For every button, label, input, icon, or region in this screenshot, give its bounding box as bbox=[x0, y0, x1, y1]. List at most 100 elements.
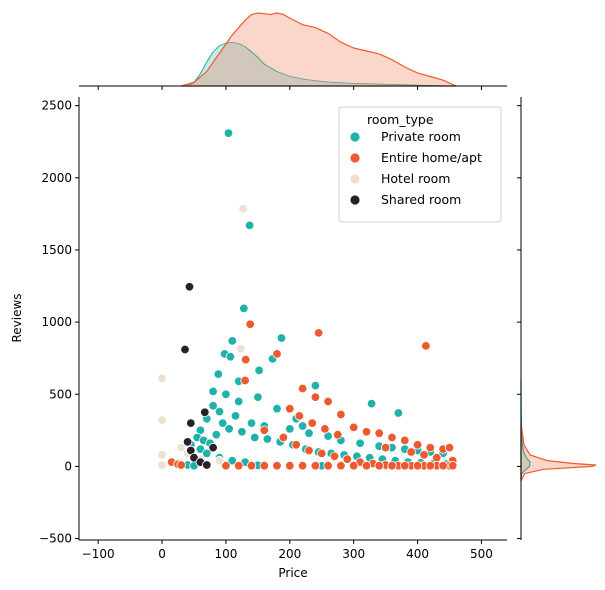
data-point bbox=[333, 430, 343, 440]
data-point bbox=[233, 396, 244, 407]
data-point bbox=[406, 447, 416, 457]
data-point bbox=[249, 432, 260, 443]
data-point bbox=[285, 424, 295, 434]
data-point bbox=[297, 421, 308, 431]
legend-frame bbox=[338, 106, 502, 223]
x-tick-label: 300 bbox=[342, 547, 365, 561]
data-point bbox=[272, 349, 282, 359]
data-point bbox=[244, 220, 255, 231]
data-point bbox=[444, 442, 455, 453]
data-point bbox=[221, 389, 231, 400]
y-tick-label: 2000 bbox=[41, 171, 72, 185]
y-tick-label: 500 bbox=[49, 387, 72, 401]
data-point bbox=[400, 461, 410, 471]
data-point bbox=[276, 333, 287, 343]
data-point bbox=[323, 396, 333, 407]
legend-label-hotel-room: Hotel room bbox=[381, 171, 450, 186]
data-point bbox=[320, 424, 330, 434]
legend-label-shared-room: Shared room bbox=[381, 192, 461, 207]
data-point bbox=[254, 365, 264, 376]
legend-marker-hotel-room bbox=[349, 173, 361, 185]
data-point bbox=[176, 442, 186, 453]
scatter-axes: −100 0 100 200 300 400 500 −500 0 500 1000 1500 200… bbox=[10, 97, 507, 580]
data-point bbox=[233, 461, 244, 471]
data-point bbox=[202, 448, 212, 459]
data-point bbox=[374, 461, 384, 471]
y-axis-ticks: −500 0 500 1000 1500 2000 2500 bbox=[39, 99, 79, 546]
legend: room_type Private room Entire home/apt Hot… bbox=[338, 106, 502, 223]
data-point bbox=[246, 461, 257, 471]
data-point bbox=[419, 450, 429, 460]
data-point bbox=[225, 352, 236, 362]
data-point bbox=[235, 344, 246, 354]
data-point bbox=[200, 407, 210, 418]
data-point bbox=[400, 435, 410, 446]
x-axis-ticks: −100 0 100 200 300 400 500 bbox=[82, 540, 493, 561]
data-point bbox=[262, 434, 273, 444]
data-point bbox=[412, 461, 423, 471]
data-point bbox=[297, 461, 308, 471]
data-point bbox=[186, 418, 196, 428]
data-point bbox=[438, 461, 448, 471]
x-axis-title: Price bbox=[278, 566, 307, 580]
legend-marker-entire-home-apt bbox=[349, 152, 361, 164]
data-point bbox=[202, 460, 212, 470]
x-tick-label: 400 bbox=[406, 547, 429, 561]
series-entire-home-apt bbox=[166, 319, 458, 471]
data-point bbox=[157, 373, 167, 384]
data-point bbox=[227, 455, 238, 466]
data-point bbox=[313, 328, 324, 338]
series-hotel-room bbox=[157, 204, 248, 470]
data-point bbox=[412, 440, 423, 450]
data-point bbox=[349, 461, 359, 471]
legend-title: room_type bbox=[367, 112, 434, 127]
right-marginal-kde bbox=[517, 97, 597, 540]
data-point bbox=[361, 427, 372, 437]
data-point bbox=[240, 354, 251, 365]
data-point bbox=[184, 282, 195, 292]
x-tick-label: 100 bbox=[214, 547, 237, 561]
data-point bbox=[195, 444, 206, 454]
data-point bbox=[214, 406, 225, 417]
data-point bbox=[259, 461, 270, 471]
data-point bbox=[238, 204, 248, 214]
data-point bbox=[349, 422, 359, 433]
data-point bbox=[336, 461, 346, 471]
top-kde-private-room bbox=[186, 41, 456, 87]
data-point bbox=[208, 386, 218, 397]
data-point bbox=[239, 303, 249, 314]
data-point bbox=[224, 424, 234, 434]
y-axis-title: Reviews bbox=[10, 293, 24, 342]
data-point bbox=[421, 341, 431, 351]
y-tick-label: 1000 bbox=[41, 315, 72, 329]
data-point bbox=[189, 453, 199, 463]
data-point bbox=[291, 440, 301, 450]
data-point bbox=[227, 336, 238, 346]
x-tick-label: 500 bbox=[470, 547, 493, 561]
data-point bbox=[272, 404, 282, 414]
y-tick-label: 2500 bbox=[41, 99, 72, 113]
data-point bbox=[307, 418, 317, 428]
y-tick-label: 1500 bbox=[41, 243, 72, 257]
data-point bbox=[245, 319, 255, 330]
data-point bbox=[329, 451, 340, 462]
data-point bbox=[182, 437, 193, 447]
top-kde-entire-home-apt bbox=[181, 12, 457, 87]
data-point bbox=[336, 409, 346, 420]
data-point bbox=[425, 442, 436, 453]
top-marginal-kde bbox=[79, 12, 507, 90]
data-point bbox=[157, 460, 167, 470]
data-point bbox=[448, 461, 458, 471]
x-tick-label: 200 bbox=[278, 547, 301, 561]
legend-marker-private-room bbox=[349, 131, 361, 143]
y-tick-label: −500 bbox=[39, 532, 72, 546]
data-point bbox=[278, 432, 289, 443]
data-point bbox=[285, 404, 295, 414]
data-point bbox=[211, 430, 222, 440]
y-tick-label: 0 bbox=[64, 459, 72, 473]
data-point bbox=[304, 445, 314, 456]
data-point bbox=[217, 418, 228, 428]
data-point bbox=[310, 461, 321, 471]
